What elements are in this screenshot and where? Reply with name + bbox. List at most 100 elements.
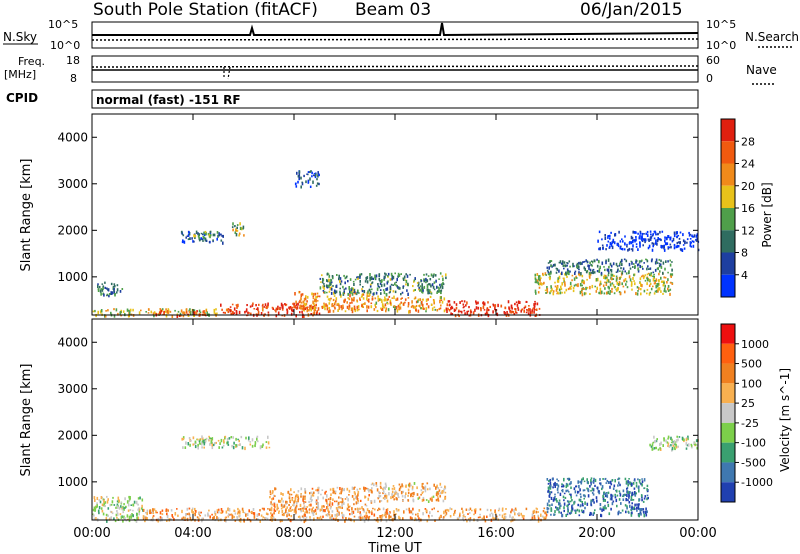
power-echo-cell bbox=[339, 287, 341, 290]
velocity-echo-cell bbox=[192, 511, 195, 515]
power-echo-cell bbox=[574, 272, 576, 275]
velocity-echo-cell bbox=[462, 514, 465, 517]
velocity-echo-cell bbox=[349, 505, 351, 508]
velocity-echo-cell bbox=[681, 436, 684, 441]
power-echo-cell bbox=[631, 248, 634, 252]
velocity-echo-cell bbox=[672, 442, 674, 446]
power-echo-cell bbox=[216, 312, 218, 315]
power-echo-cell bbox=[305, 180, 307, 184]
power-echo-cell bbox=[331, 275, 334, 278]
power-echo-cell bbox=[468, 306, 470, 309]
power-echo-cell bbox=[652, 278, 655, 282]
velocity-echo-cell bbox=[611, 494, 614, 498]
power-echo-cell bbox=[315, 184, 318, 187]
power-echo-cell bbox=[633, 239, 636, 241]
velocity-echo-cell bbox=[546, 478, 549, 481]
power-echo-cell bbox=[326, 291, 328, 294]
power-echo-cell bbox=[601, 244, 604, 246]
velocity-echo-cell bbox=[413, 482, 416, 485]
velocity-echo-cell bbox=[104, 501, 107, 504]
power-echo-cell bbox=[623, 258, 626, 261]
velocity-echo-cell bbox=[288, 504, 290, 507]
velocity-echo-cell bbox=[288, 518, 290, 521]
power-echo-cell bbox=[568, 287, 571, 290]
power-echo-cell bbox=[590, 264, 592, 266]
velocity-echo-cell bbox=[96, 504, 98, 508]
velocity-echo-cell bbox=[690, 443, 693, 446]
power-echo-cell bbox=[387, 276, 389, 278]
velocity-echo-cell bbox=[695, 443, 697, 446]
power-echo-cell bbox=[339, 290, 341, 293]
velocity-echo-cell bbox=[273, 508, 276, 512]
power-echo-cell bbox=[589, 261, 591, 265]
power-echo-cell bbox=[312, 295, 315, 298]
velocity-echo-cell bbox=[117, 505, 119, 509]
power-echo-cell bbox=[625, 259, 628, 263]
power-echo-cell bbox=[545, 292, 547, 294]
velocity-echo-cell bbox=[256, 513, 259, 517]
power-colorbar-tick-label: 28 bbox=[741, 135, 755, 148]
velocity-echo-cell bbox=[194, 507, 196, 511]
velocity-echo-cell bbox=[334, 490, 337, 493]
velocity-echo-region bbox=[546, 477, 649, 518]
power-echo-cell bbox=[667, 247, 670, 250]
velocity-echo-cell bbox=[166, 519, 168, 522]
power-echo-cell bbox=[378, 273, 381, 277]
velocity-echo-cell bbox=[643, 487, 646, 489]
velocity-echo-cell bbox=[346, 508, 349, 511]
velocity-echo-cell bbox=[159, 511, 162, 515]
power-echo-cell bbox=[618, 291, 621, 293]
power-echo-cell bbox=[193, 309, 196, 312]
velocity-echo-cell bbox=[541, 515, 544, 518]
velocity-echo-cell bbox=[174, 512, 177, 516]
power-echo-cell bbox=[382, 305, 385, 308]
velocity-echo-cell bbox=[353, 519, 355, 523]
power-echo-cell bbox=[205, 232, 207, 236]
velocity-echo-cell bbox=[599, 507, 602, 511]
power-echo-cell bbox=[509, 310, 511, 313]
velocity-echo-cell bbox=[227, 513, 230, 517]
velocity-echo-cell bbox=[629, 481, 632, 486]
power-echo-cell bbox=[572, 265, 574, 268]
power-echo-cell bbox=[624, 278, 627, 281]
velocity-echo-cell bbox=[209, 515, 211, 519]
velocity-echo-cell bbox=[558, 510, 560, 514]
y-tick-label: 3000 bbox=[57, 177, 88, 191]
power-echo-cell bbox=[364, 302, 366, 305]
power-echo-cell bbox=[654, 230, 656, 234]
power-echo-cell bbox=[683, 247, 686, 250]
velocity-echo-cell bbox=[100, 496, 103, 500]
velocity-echo-cell bbox=[100, 507, 103, 510]
power-echo-cell bbox=[335, 284, 338, 288]
velocity-echo-cell bbox=[633, 493, 635, 496]
velocity-echo-cell bbox=[635, 492, 637, 495]
power-echo-region bbox=[597, 230, 700, 252]
velocity-echo-cell bbox=[94, 507, 97, 511]
velocity-echo-cell bbox=[579, 504, 582, 508]
power-echo-cell bbox=[427, 283, 430, 286]
velocity-echo-cell bbox=[384, 482, 387, 486]
velocity-echo-cell bbox=[145, 516, 147, 520]
velocity-echo-cell bbox=[393, 510, 395, 514]
velocity-echo-cell bbox=[554, 481, 556, 485]
power-echo-cell bbox=[348, 305, 351, 309]
power-echo-cell bbox=[657, 237, 659, 241]
power-echo-cell bbox=[389, 299, 392, 303]
power-echo-cell bbox=[379, 282, 382, 285]
velocity-echo-cell bbox=[372, 507, 374, 510]
velocity-echo-cell bbox=[152, 516, 154, 520]
velocity-echo-cell bbox=[320, 509, 322, 511]
power-echo-cell bbox=[668, 246, 671, 249]
velocity-echo-cell bbox=[444, 509, 447, 513]
velocity-echo-cell bbox=[576, 508, 579, 512]
velocity-echo-cell bbox=[332, 517, 335, 521]
velocity-echo-cell bbox=[269, 493, 272, 496]
power-echo-cell bbox=[420, 279, 423, 282]
power-echo-cell bbox=[289, 306, 292, 309]
velocity-echo-cell bbox=[602, 498, 605, 502]
velocity-echo-cell bbox=[118, 499, 120, 503]
velocity-echo-cell bbox=[288, 493, 291, 496]
power-echo-cell bbox=[657, 267, 659, 271]
velocity-echo-cell bbox=[127, 503, 130, 507]
power-echo-cell bbox=[526, 309, 528, 311]
